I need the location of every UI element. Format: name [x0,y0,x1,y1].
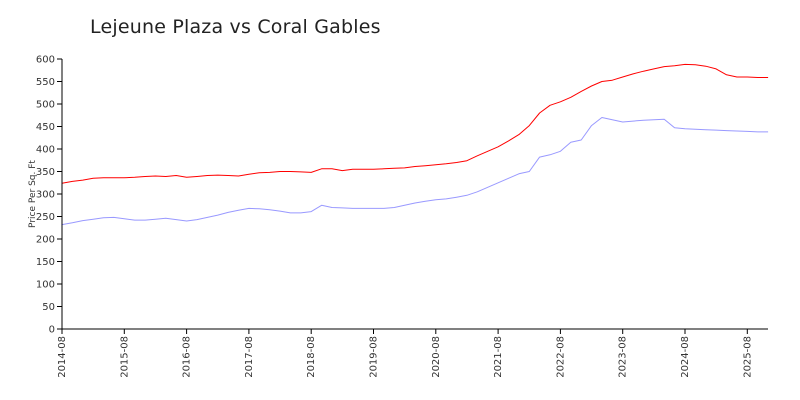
x-tick-label: 2022-08 [555,336,566,378]
y-tick-label: 100 [36,280,55,291]
y-tick-label: 500 [36,100,55,111]
y-axis-label: Price Per Sq. Ft [28,160,38,228]
x-tick-label: 2018-08 [306,336,317,378]
y-tick-label: 600 [36,55,55,66]
x-tick-label: 2017-08 [244,336,255,378]
y-tick-label: 0 [49,325,55,336]
series-layer [61,63,769,226]
y-tick-label: 450 [36,122,55,133]
y-tick-label: 300 [36,190,55,201]
x-tick-label: 2025-08 [742,336,753,378]
axes: 0 50 100 150 200 250 300 350 400 450 500 550 600 2014… [36,55,768,378]
series-line-2 [61,117,769,226]
y-tick-label: 350 [36,167,55,178]
x-tick-label: 2014-08 [57,336,68,378]
series-line-1 [61,63,769,184]
x-tick-label: 2021-08 [493,336,504,378]
y-tick-label: 200 [36,235,55,246]
y-tick-label: 50 [42,302,55,313]
y-tick-label: 150 [36,257,55,268]
x-tick-label: 2015-08 [119,336,130,378]
x-tick-label: 2016-08 [182,336,193,378]
x-tick-label: 2024-08 [680,336,691,378]
chart-title: Lejeune Plaza vs Coral Gables [90,16,381,38]
y-tick-label: 550 [36,77,55,88]
x-tick-label: 2020-08 [431,336,442,378]
x-tick-label: 2019-08 [369,336,380,378]
y-tick-label: 400 [36,145,55,156]
x-tick-label: 2023-08 [618,336,629,378]
y-tick-label: 250 [36,212,55,223]
